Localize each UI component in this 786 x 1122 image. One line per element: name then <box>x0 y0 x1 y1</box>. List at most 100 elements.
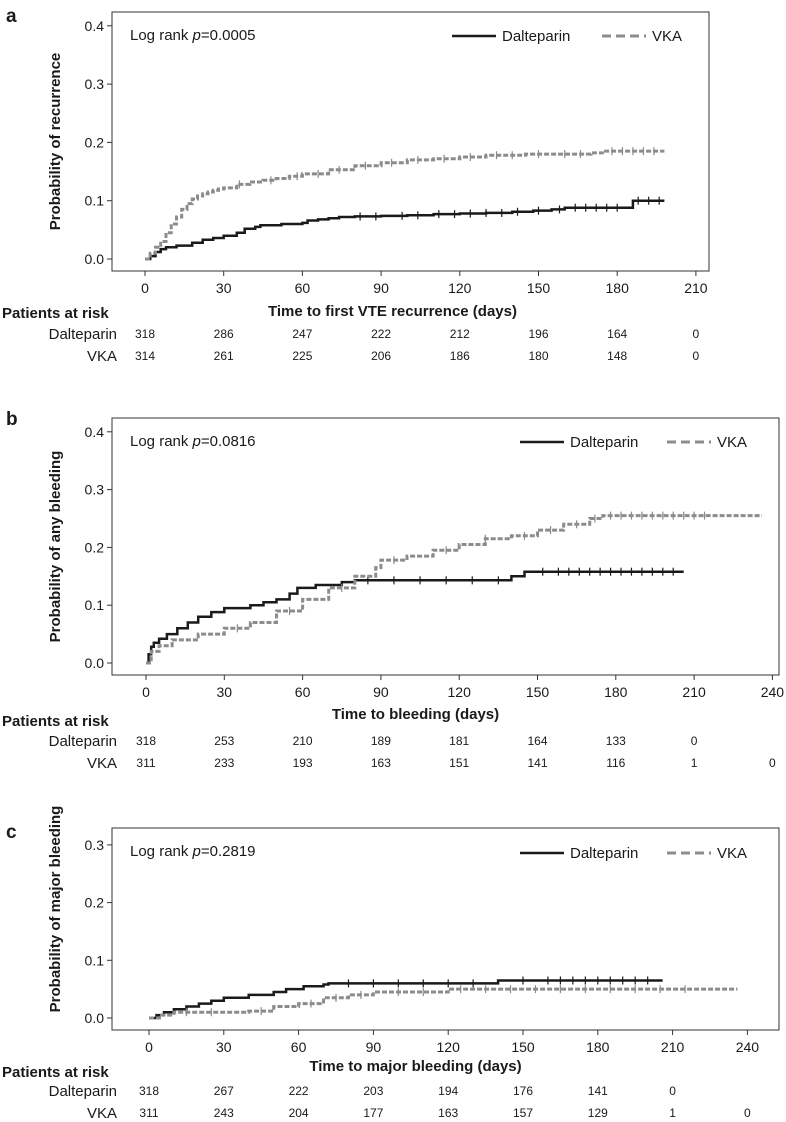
risk-count: 0 <box>693 327 700 341</box>
risk-count: 0 <box>744 1106 751 1120</box>
risk-count: 141 <box>588 1084 608 1098</box>
risk-row-label: Dalteparin <box>49 326 117 343</box>
p-value: =0.0005 <box>201 27 256 44</box>
x-tick-label: 210 <box>684 280 708 296</box>
risk-count: 267 <box>214 1084 234 1098</box>
y-tick-label: 0.4 <box>85 424 105 440</box>
y-tick-label: 0.0 <box>85 251 105 267</box>
x-tick-label: 0 <box>145 1039 153 1055</box>
risk-row-label: VKA <box>87 348 117 365</box>
x-tick-label: 90 <box>373 280 389 296</box>
risk-count: 1 <box>691 756 698 770</box>
x-tick-label: 240 <box>761 684 785 700</box>
risk-count: 0 <box>691 734 698 748</box>
y-tick-label: 0.1 <box>85 597 105 613</box>
risk-count: 0 <box>669 1084 676 1098</box>
risk-count: 222 <box>289 1084 309 1098</box>
x-tick-label: 180 <box>604 684 628 700</box>
log-rank-annotation: Log rank p=0.0816 <box>130 433 256 450</box>
risk-count: 222 <box>371 327 391 341</box>
risk-table: Patients at risk Dalteparin 318 286 247 222 21… <box>2 305 700 365</box>
risk-count: 243 <box>214 1106 234 1120</box>
x-tick-label: 210 <box>682 684 706 700</box>
p-symbol: p <box>192 27 201 44</box>
risk-row-label: VKA <box>87 755 117 772</box>
risk-count: 148 <box>607 349 627 363</box>
legend: Dalteparin VKA <box>520 845 747 862</box>
x-axis-label: Time to bleeding (days) <box>332 706 499 723</box>
risk-count: 151 <box>449 756 469 770</box>
p-value: =0.0816 <box>201 433 256 450</box>
legend-label-dalteparin: Dalteparin <box>570 434 638 451</box>
x-tick-label: 120 <box>437 1039 461 1055</box>
risk-count: 164 <box>527 734 547 748</box>
x-tick-label: 90 <box>373 684 389 700</box>
risk-table: Patients at risk Dalteparin 318 253 210 189 18… <box>2 713 776 772</box>
y-axis-label: Probability of major bleeding <box>47 806 64 1013</box>
risk-count: 210 <box>293 734 313 748</box>
x-tick-label: 0 <box>142 684 150 700</box>
log-rank-prefix: Log rank <box>130 27 193 44</box>
risk-count: 177 <box>363 1106 383 1120</box>
plot-frame <box>111 827 780 1031</box>
log-rank-prefix: Log rank <box>130 433 193 450</box>
plot-frame <box>111 11 710 272</box>
log-rank-annotation: Log rank p=0.0005 <box>130 27 256 44</box>
risk-count: 181 <box>449 734 469 748</box>
risk-count: 186 <box>450 349 470 363</box>
risk-count: 318 <box>135 327 155 341</box>
risk-count: 261 <box>214 349 234 363</box>
legend: Dalteparin VKA <box>452 28 682 45</box>
y-tick-label: 0.1 <box>85 193 105 209</box>
risk-count: 163 <box>438 1106 458 1120</box>
legend-label-dalteparin: Dalteparin <box>570 845 638 862</box>
x-tick-label: 180 <box>606 280 630 296</box>
legend: Dalteparin VKA <box>520 434 747 451</box>
legend-label-vka: VKA <box>717 845 747 862</box>
km-curve-dalteparin <box>146 570 684 665</box>
x-tick-label: 30 <box>216 280 232 296</box>
y-tick-label: 0.0 <box>85 655 105 671</box>
y-tick-label: 0.3 <box>85 76 105 92</box>
risk-count: 189 <box>371 734 391 748</box>
risk-row-label: Dalteparin <box>49 733 117 750</box>
panel-letter: c <box>6 822 17 843</box>
x-tick-label: 210 <box>661 1039 685 1055</box>
risk-count: 247 <box>292 327 312 341</box>
plot-frame <box>111 417 780 676</box>
risk-count: 196 <box>528 327 548 341</box>
y-axis-label: Probability of any bleeding <box>47 451 64 643</box>
x-axis-label: Time to major bleeding (days) <box>309 1058 521 1075</box>
risk-table-header: Patients at risk <box>2 713 109 730</box>
risk-count: 253 <box>214 734 234 748</box>
x-tick-label: 60 <box>291 1039 307 1055</box>
risk-count: 193 <box>293 756 313 770</box>
y-tick-label: 0.1 <box>85 952 105 968</box>
y-tick-label: 0.0 <box>85 1010 105 1026</box>
risk-count: 311 <box>136 756 155 770</box>
y-tick-label: 0.3 <box>85 837 105 853</box>
legend-label-vka: VKA <box>652 28 682 45</box>
p-symbol: p <box>192 433 201 450</box>
x-tick-label: 120 <box>448 684 472 700</box>
x-tick-label: 90 <box>366 1039 382 1055</box>
risk-count: 176 <box>513 1084 533 1098</box>
y-tick-label: 0.4 <box>85 18 105 34</box>
x-tick-label: 180 <box>586 1039 610 1055</box>
risk-count: 141 <box>527 756 547 770</box>
risk-table: Patients at risk Dalteparin 318 267 222 203 19… <box>2 1064 751 1122</box>
y-tick-label: 0.3 <box>85 482 105 498</box>
y-tick-label: 0.2 <box>85 134 105 150</box>
risk-row-label: Dalteparin <box>49 1083 117 1100</box>
risk-count: 133 <box>606 734 626 748</box>
km-curve-dalteparin <box>145 199 665 261</box>
risk-count: 225 <box>292 349 312 363</box>
risk-count: 129 <box>588 1106 608 1120</box>
panel-letter: a <box>6 6 17 27</box>
panel-b: b 0.0 0.1 0.2 0.3 0.4 0 30 60 90 120 150 180 210 240 Ti… <box>2 409 784 772</box>
risk-count: 0 <box>693 349 700 363</box>
risk-count: 233 <box>214 756 234 770</box>
p-symbol: p <box>192 843 201 860</box>
x-tick-label: 150 <box>527 280 551 296</box>
